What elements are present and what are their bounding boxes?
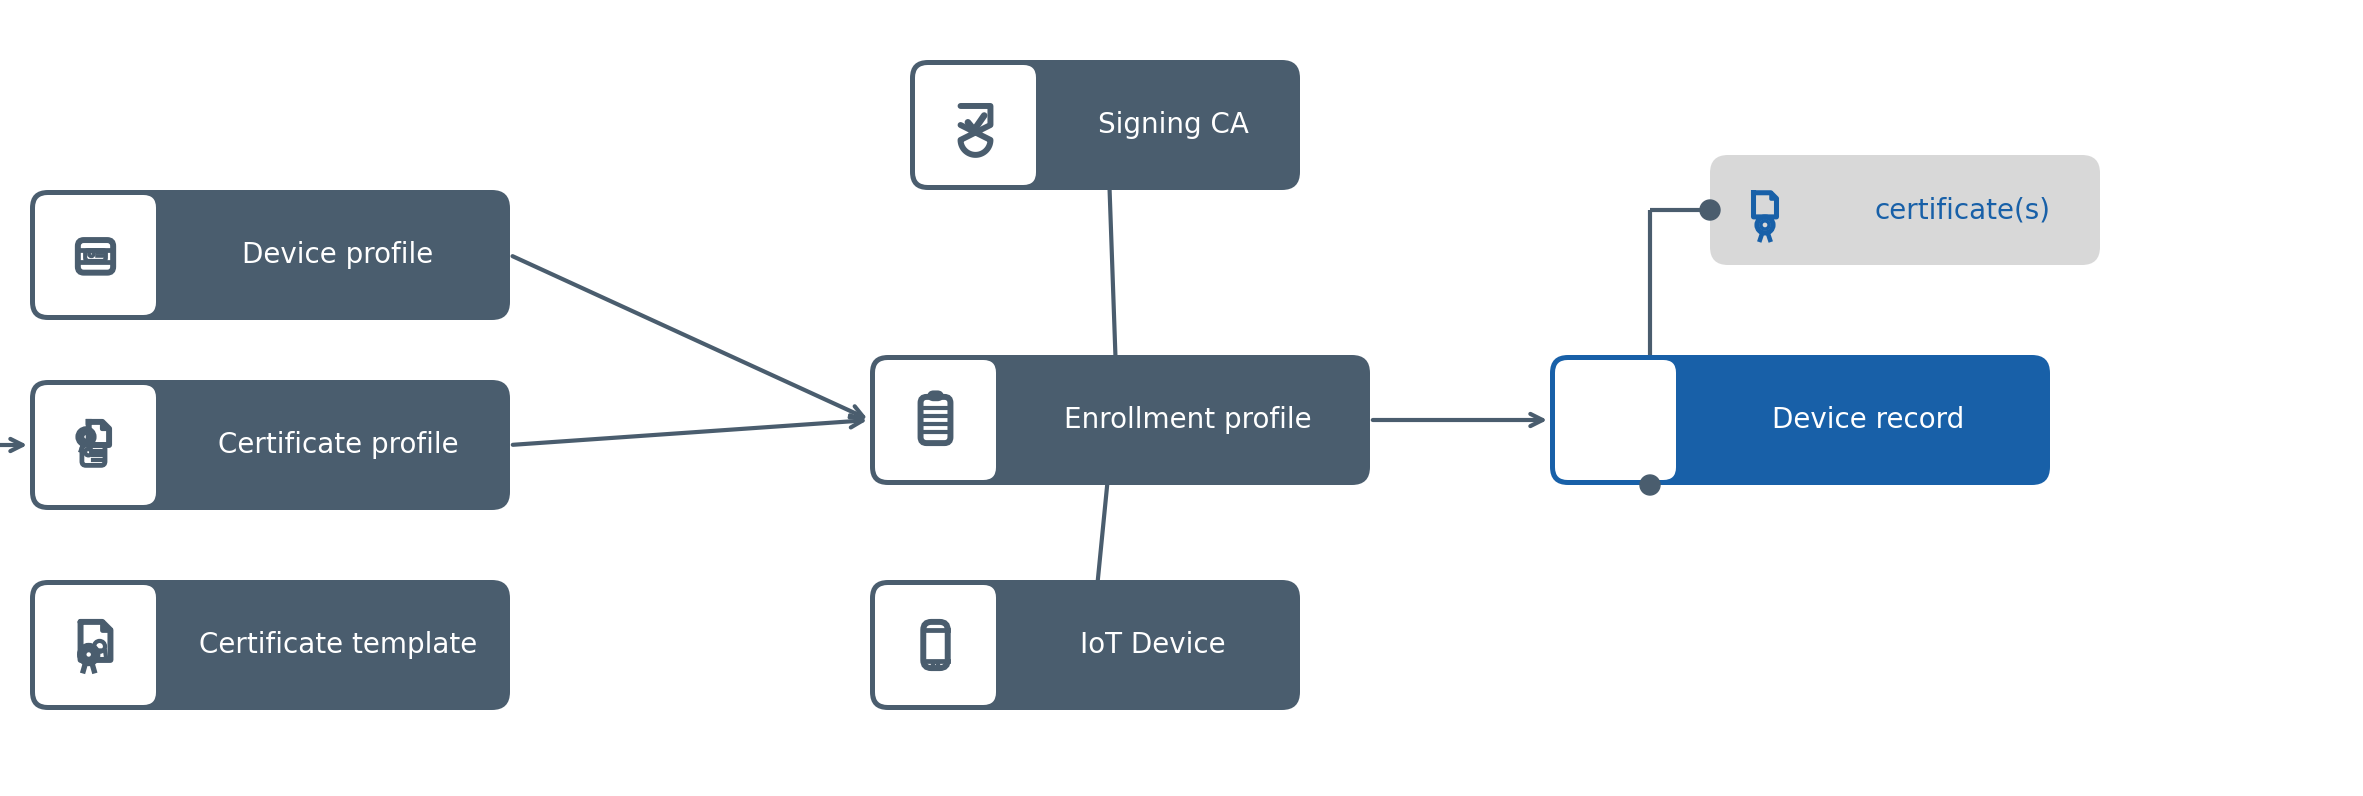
FancyBboxPatch shape [31,580,510,710]
Circle shape [1699,200,1720,220]
Text: Certificate profile: Certificate profile [217,431,458,459]
FancyBboxPatch shape [1550,355,2051,485]
Text: Device record: Device record [1772,406,1964,434]
FancyBboxPatch shape [874,360,995,480]
FancyBboxPatch shape [910,60,1300,190]
Text: Signing CA: Signing CA [1096,111,1248,139]
Text: IoT Device: IoT Device [1080,631,1226,659]
FancyBboxPatch shape [31,190,510,320]
FancyBboxPatch shape [874,585,995,705]
FancyBboxPatch shape [914,65,1035,185]
Text: Device profile: Device profile [243,241,435,269]
Text: certificate(s): certificate(s) [1874,196,2051,224]
Text: Enrollment profile: Enrollment profile [1063,406,1311,434]
FancyBboxPatch shape [870,355,1371,485]
FancyBboxPatch shape [1711,155,2101,265]
FancyBboxPatch shape [31,380,510,510]
FancyBboxPatch shape [1555,360,1675,480]
Circle shape [1640,475,1659,495]
Text: Certificate template: Certificate template [198,631,477,659]
FancyBboxPatch shape [35,585,156,705]
FancyBboxPatch shape [35,195,156,315]
FancyBboxPatch shape [870,580,1300,710]
FancyBboxPatch shape [35,385,156,505]
